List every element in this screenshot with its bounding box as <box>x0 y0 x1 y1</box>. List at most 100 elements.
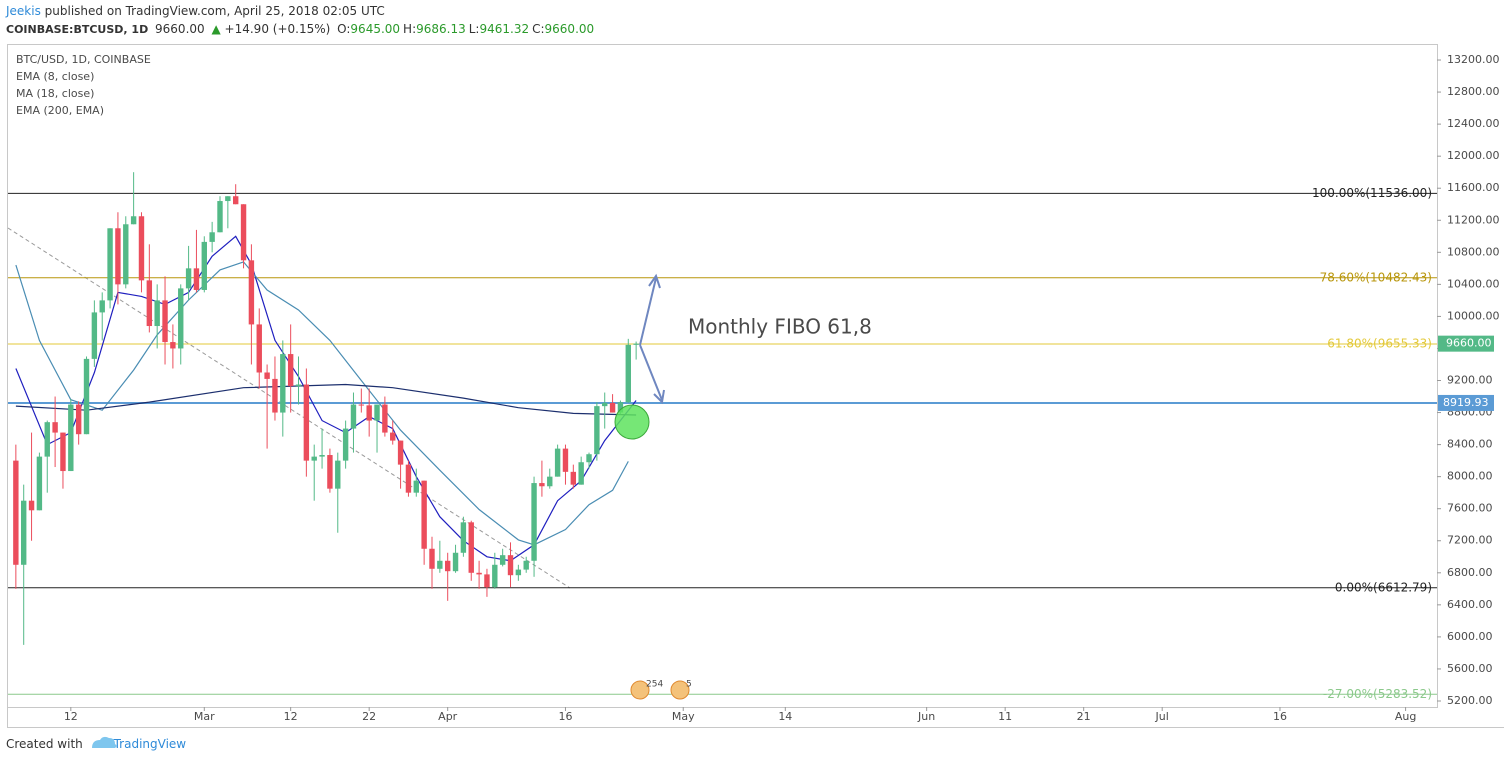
candle-body <box>374 404 380 421</box>
fib-label: 61.80%(9655.33) <box>1327 337 1432 351</box>
y-tick-label: 13200.00 <box>1447 53 1500 66</box>
candle-body <box>492 564 498 588</box>
x-tick-label: 21 <box>1077 710 1091 723</box>
candle-body <box>217 201 223 233</box>
legend-title: BTC/USD, 1D, COINBASE <box>16 53 151 66</box>
fib-label: 0.00%(6612.79) <box>1335 580 1432 594</box>
candle-body <box>311 456 317 461</box>
price-box-label: 8919.93 <box>1443 396 1489 409</box>
candle-body <box>52 422 58 433</box>
arrow-up <box>639 277 657 346</box>
ohlc-value: 9645.00 <box>350 22 401 36</box>
candle-body <box>13 460 19 565</box>
x-tick-label: Aug <box>1395 710 1416 723</box>
change: +14.90 (+0.15%) <box>224 22 331 36</box>
event-label: 254 <box>646 680 663 690</box>
candle-body <box>107 228 113 301</box>
y-tick-label: 12400.00 <box>1447 117 1500 130</box>
candle-body <box>390 432 396 441</box>
y-tick-label: 12800.00 <box>1447 85 1500 98</box>
indicator-line <box>15 383 637 416</box>
annotation: Monthly FIBO 61,8 <box>688 315 872 339</box>
event-label: 5 <box>686 680 692 690</box>
candle-body <box>91 312 98 359</box>
x-tick-label: 11 <box>998 710 1012 723</box>
x-tick-label: 16 <box>1273 710 1287 723</box>
candle-body <box>539 483 545 487</box>
fib-label: 78.60%(10482.43) <box>1320 270 1432 284</box>
candle-body <box>586 454 592 463</box>
candle-body <box>138 216 145 281</box>
candle-body <box>201 241 207 290</box>
price-box <box>1438 335 1494 352</box>
candle-body <box>178 288 184 349</box>
legend-entry: MA (18, close) <box>16 87 94 100</box>
y-tick-label: 5200.00 <box>1447 694 1493 707</box>
ohlc-value: 9461.32 <box>479 22 530 36</box>
candle-body <box>554 448 561 477</box>
candle-body <box>437 560 443 569</box>
candle-body <box>115 228 121 285</box>
candle-body <box>609 402 616 413</box>
up-icon: ▲ <box>211 22 221 36</box>
legend-entry: EMA (200, EMA) <box>16 104 104 117</box>
candle-body <box>28 500 35 511</box>
candle-body <box>382 404 388 433</box>
brand[interactable]: TradingView <box>113 737 187 751</box>
candle-body <box>405 464 412 493</box>
candle-body <box>185 268 192 289</box>
header-line: Jeekis published on TradingView.com, Apr… <box>6 4 388 18</box>
price: 9660.00 <box>155 22 205 36</box>
candle-body <box>154 300 160 327</box>
y-tick-label: 7200.00 <box>1447 534 1493 547</box>
candle-body <box>335 460 341 489</box>
candle-body <box>68 404 74 472</box>
ohlc-key: O: <box>337 22 351 36</box>
x-tick-label: Apr <box>438 710 458 723</box>
event-icon <box>670 680 690 700</box>
plot-frame <box>7 44 1438 708</box>
y-tick-label: 8000.00 <box>1447 470 1493 483</box>
candle-body <box>421 480 427 549</box>
x-tick-label: 12 <box>284 710 298 723</box>
candle-body <box>413 480 419 493</box>
candle-body <box>617 402 624 413</box>
arrow-down <box>639 344 663 401</box>
x-tick-label: 12 <box>64 710 78 723</box>
candle-body <box>444 560 451 572</box>
candle-body <box>366 405 372 421</box>
candle-body <box>342 428 349 461</box>
candle-body <box>295 384 302 387</box>
candle-body <box>130 216 137 225</box>
y-tick-label: 5600.00 <box>1447 662 1493 675</box>
candle-body <box>460 522 467 553</box>
candle-body <box>476 572 482 575</box>
candle-body <box>594 406 600 455</box>
candle-body <box>358 404 365 406</box>
candle-body <box>240 204 247 261</box>
candle-body <box>397 440 404 465</box>
highlight-circle <box>614 404 650 440</box>
event-icon <box>630 680 650 700</box>
ohlc-key: C: <box>532 22 545 36</box>
candle-body <box>146 280 153 327</box>
created: Created with <box>6 737 83 751</box>
candle-body <box>578 462 584 485</box>
y-tick-label: 11200.00 <box>1447 213 1500 226</box>
candle-body <box>562 448 569 472</box>
candle-body <box>225 196 231 202</box>
x-tick-label: May <box>672 710 695 723</box>
published: published on TradingView.com, April 25, … <box>44 4 385 18</box>
candle-body <box>209 232 215 242</box>
y-tick-label: 7600.00 <box>1447 502 1493 515</box>
ohlc-key: L: <box>468 22 480 36</box>
y-tick-label: 10400.00 <box>1447 277 1500 290</box>
x-tick-label: Mar <box>194 710 215 723</box>
y-tick-label: 6800.00 <box>1447 566 1493 579</box>
fib-label: 100.00%(11536.00) <box>1312 186 1432 200</box>
author[interactable]: Jeekis <box>6 4 41 18</box>
candle-body <box>570 471 577 485</box>
x-tick-label: Jul <box>1155 710 1169 723</box>
arrows <box>639 273 665 405</box>
